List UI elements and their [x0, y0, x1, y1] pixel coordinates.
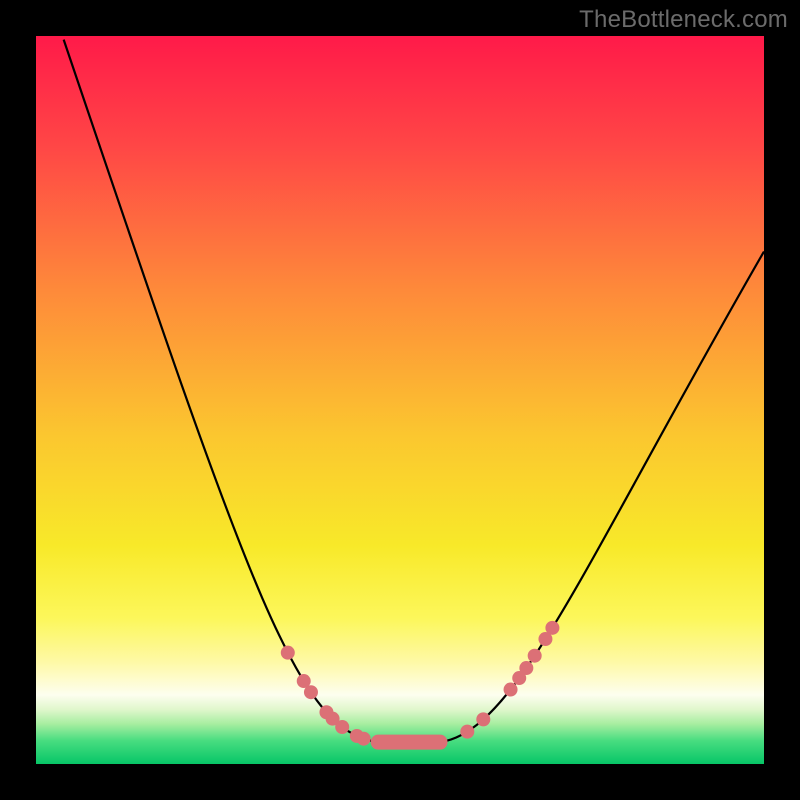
data-dot — [281, 646, 295, 660]
data-dot — [335, 720, 349, 734]
plot-area — [36, 36, 764, 764]
gradient-background — [36, 36, 764, 764]
bottleneck-chart — [0, 0, 800, 800]
data-dot — [304, 685, 318, 699]
data-dot — [545, 621, 559, 635]
data-dot — [460, 725, 474, 739]
data-dot — [476, 712, 490, 726]
watermark-label: TheBottleneck.com — [579, 6, 788, 34]
trough-bar — [371, 735, 448, 750]
stage: TheBottleneck.com — [0, 0, 800, 800]
data-dot — [528, 649, 542, 663]
data-dot — [504, 683, 518, 697]
data-dot — [519, 661, 533, 675]
data-dot — [357, 732, 371, 746]
